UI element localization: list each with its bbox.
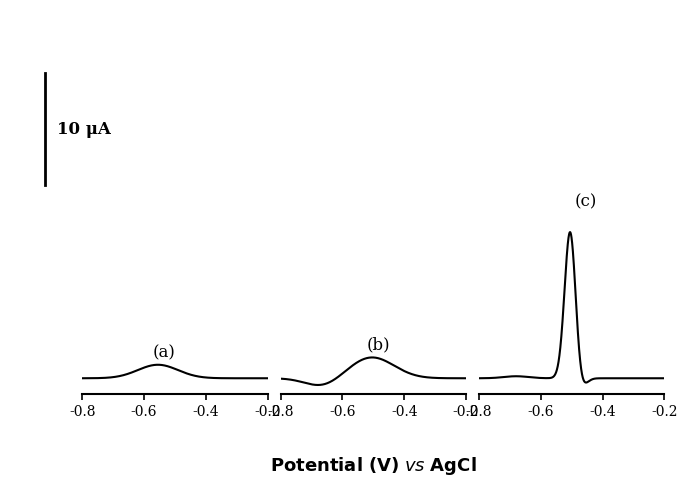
Text: 10 μA: 10 μA [57,121,111,137]
Text: (c): (c) [574,193,597,210]
Text: (b): (b) [366,336,390,353]
Text: $\mathbf{Potential\ (V)}$ $\mathit{vs}$ $\mathbf{AgCl}$: $\mathbf{Potential\ (V)}$ $\mathit{vs}$ … [270,455,477,477]
Text: (a): (a) [153,344,175,361]
